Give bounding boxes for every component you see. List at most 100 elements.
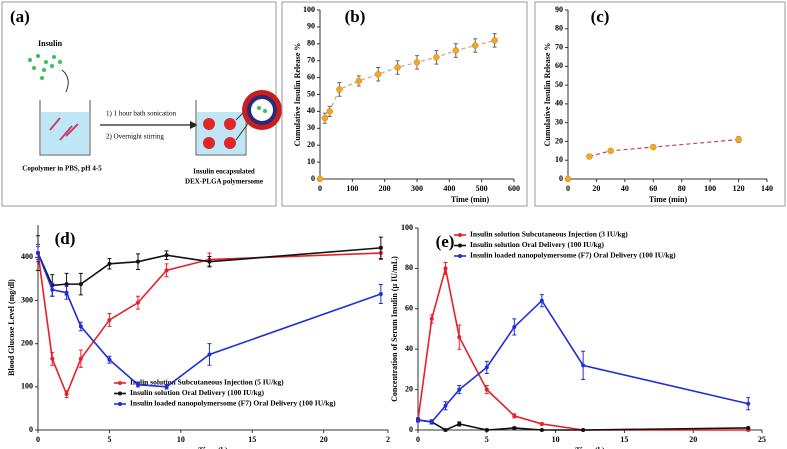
y-tick-label: 0 <box>559 174 563 183</box>
series-line <box>37 252 382 388</box>
y-tick-label: 80 <box>555 24 563 33</box>
y-axis-label: Cumulative Insulin Release % <box>293 43 302 147</box>
trend-line <box>589 138 739 158</box>
data-point <box>746 425 751 430</box>
data-point <box>36 251 40 256</box>
data-point <box>650 143 657 151</box>
y-tick-label: 100 <box>401 223 413 232</box>
x-axis-label: Time (h) <box>575 446 605 449</box>
product-label: Insulin encapsulated <box>193 168 255 176</box>
data-point <box>355 77 363 85</box>
legend-marker <box>118 381 122 385</box>
y-tick-label: 50 <box>555 80 563 89</box>
y-tick-label: 80 <box>405 263 413 272</box>
y-tick-label: 20 <box>555 136 563 145</box>
x-tick-label: 200 <box>379 184 391 193</box>
data-point <box>207 259 212 264</box>
x-tick-label: 60 <box>649 184 657 193</box>
data-point <box>50 287 55 292</box>
y-tick-label: 10 <box>307 157 315 166</box>
data-point <box>413 59 421 66</box>
y-tick-label: 90 <box>307 22 315 31</box>
data-point <box>586 153 593 160</box>
y-tick-label: 200 <box>21 339 33 348</box>
x-axis-label: Time (h) <box>198 446 228 449</box>
y-axis-label: Blood Glucose Level (mg/dl) <box>7 279 16 376</box>
data-point <box>484 428 489 432</box>
legend-marker <box>118 402 122 406</box>
x-tick-label: 0 <box>416 435 420 444</box>
x-tick-label: 10 <box>177 435 185 444</box>
x-tick-label: 20 <box>320 435 328 444</box>
y-tick-label: 40 <box>307 106 315 115</box>
data-point <box>581 428 586 432</box>
x-tick-label: 20 <box>592 184 600 193</box>
y-tick-label: 100 <box>303 5 315 14</box>
y-tick-label: 20 <box>405 384 413 393</box>
x-tick-label: 15 <box>620 435 628 444</box>
data-point <box>539 298 544 303</box>
x-tick-label: 120 <box>733 184 745 193</box>
panel-label: (c) <box>591 7 610 26</box>
x-tick-label: 5 <box>485 435 489 444</box>
y-axis-label: Concentration of Serum Insulin (µ IU/mL) <box>390 256 399 402</box>
insulin-label: Insulin <box>38 39 63 48</box>
y-tick-label: 40 <box>555 99 563 108</box>
legend-label: Insulin solution Oral Delivery (100 IU/k… <box>470 240 604 249</box>
data-point <box>64 282 69 287</box>
panel-frame <box>1 1 277 207</box>
polymersomes <box>203 118 236 149</box>
data-point <box>378 292 383 297</box>
legend-label: Insulin loaded nanopolymersome (F7) Oral… <box>470 251 676 260</box>
data-point <box>107 357 112 362</box>
panel-frame <box>281 1 528 207</box>
x-tick-label: 140 <box>761 184 773 193</box>
step-2: 2) Overnight stirring <box>106 133 164 141</box>
data-point <box>378 245 383 250</box>
data-point <box>164 253 169 258</box>
x-tick-label: 0 <box>318 184 322 193</box>
series-line <box>37 252 381 397</box>
x-tick-label: 100 <box>346 184 358 193</box>
y-tick-label: 60 <box>405 304 413 313</box>
data-point <box>457 335 462 340</box>
data-point <box>64 392 69 397</box>
y-tick-label: 400 <box>21 252 33 261</box>
step-1: 1) 1 hour bath sonication <box>106 110 176 118</box>
data-point <box>64 290 69 295</box>
copolymer <box>49 117 79 141</box>
legend-label: Inslin solution Subcutaneous Injection (… <box>130 378 284 387</box>
legend-marker <box>458 233 462 237</box>
data-point <box>164 384 169 389</box>
data-point <box>457 421 462 426</box>
x-tick-label: 2 <box>386 435 390 444</box>
data-point <box>457 387 462 392</box>
arrow <box>61 69 69 93</box>
data-point <box>336 86 343 93</box>
x-tick-label: 300 <box>411 184 423 193</box>
legend-label: Insulin solution Subcutaneous Injection … <box>470 230 628 239</box>
data-point <box>78 282 83 287</box>
data-point <box>136 259 140 264</box>
data-point <box>443 403 448 408</box>
x-tick-label: 0 <box>566 184 570 193</box>
data-point <box>164 268 169 273</box>
x-tick-label: 20 <box>689 435 697 444</box>
data-point <box>452 47 460 54</box>
x-tick-label: 80 <box>678 184 686 193</box>
y-tick-label: 0 <box>29 425 33 434</box>
trend-line <box>324 39 495 119</box>
x-axis-label: Time (min) <box>649 195 688 204</box>
legend-marker <box>118 391 122 396</box>
legend-label: Insulin loaded nanopolymersome (F7) Oral… <box>130 399 336 408</box>
data-point <box>443 266 448 271</box>
beaker <box>39 100 91 156</box>
beaker <box>195 100 247 156</box>
panel-a: (a) Insulin 1) 1 hour bath sonication 2)… <box>1 1 282 207</box>
data-point <box>746 401 751 406</box>
x-tick-label: 25 <box>758 435 766 444</box>
data-point <box>484 387 489 392</box>
product-label: DEX-PLGA polymersome <box>185 178 263 186</box>
data-point <box>50 356 55 361</box>
x-axis-label: Time (min) <box>451 195 490 204</box>
